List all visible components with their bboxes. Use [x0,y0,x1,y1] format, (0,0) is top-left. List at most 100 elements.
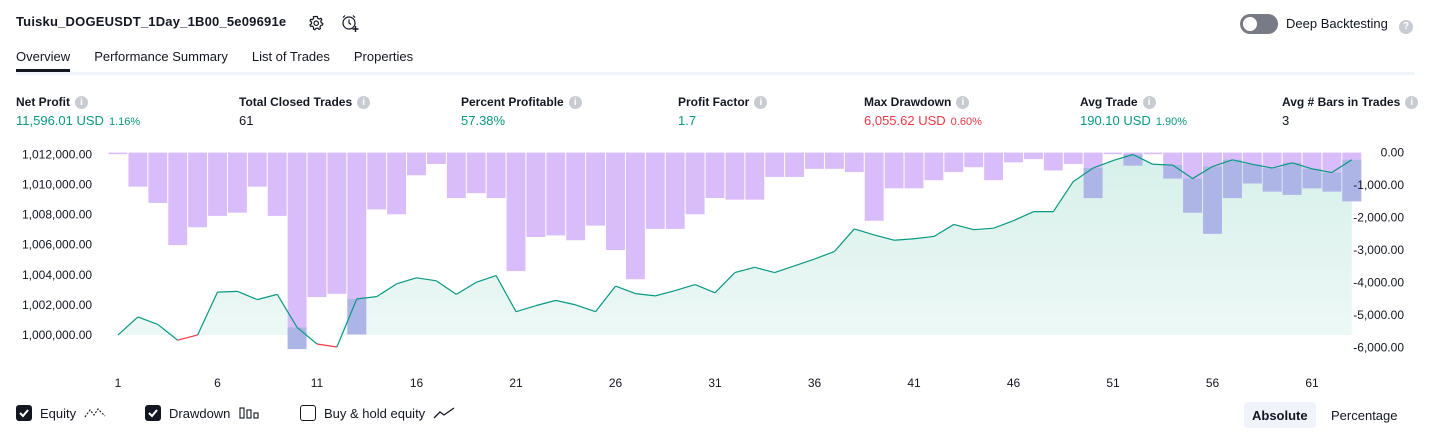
equity-line-segment [655,290,676,297]
drawdown-bar [705,152,725,199]
x-axis-tick-label: 11 [311,376,324,390]
metric-label: Percent Profitable [461,95,564,109]
drawdown-bars-icon [239,407,259,419]
drawdown-bar [625,152,645,280]
tab-performance-summary[interactable]: Performance Summary [94,49,228,64]
right-axis-tick-label: -2,000.00 [1353,211,1404,225]
equity-line-segment [257,293,278,301]
equity-line-segment [455,281,477,295]
equity-line-segment [854,228,875,236]
right-axis-tick-label: 0.00 [1381,146,1405,160]
drawdown-bar [227,152,247,213]
equity-line-segment [177,334,198,341]
x-axis-tick-label: 41 [907,376,921,390]
equity-line-segment [197,291,219,336]
drawdown-bar [466,152,486,194]
equity-line-segment [157,323,179,341]
drawdown-bar [327,152,347,294]
equity-line-segment [833,228,855,252]
x-axis-tick-label: 56 [1206,376,1220,390]
equity-line-segment [1212,159,1233,168]
drawdown-bar [1004,152,1023,163]
equity-line-segment [953,223,974,231]
drawdown-bar [387,152,407,215]
metric-net-profit: Net Profit i 11,596.01 USD 1.16% [16,95,140,128]
equity-line-segment [734,266,755,274]
x-axis-tick-label: 26 [609,376,623,390]
left-axis-tick-label: 1,008,000.00 [22,208,92,222]
percentage-scale-button[interactable]: Percentage [1331,407,1398,423]
tab-properties[interactable]: Properties [353,49,414,64]
metric-label: Net Profit [16,95,70,109]
left-axis-tick-label: 1,012,000.00 [22,148,92,162]
drawdown-bar-overlap [1163,165,1183,179]
drawdown-bar-overlap [1183,178,1203,213]
equity-line-segment [316,343,337,348]
info-icon[interactable]: i [956,95,970,109]
tab-overview[interactable]: Overview [16,49,71,72]
equity-line-segment [416,277,437,282]
drawdown-bar [407,152,426,176]
drawdown-bar [1063,152,1083,164]
drawdown-bar [665,152,685,229]
drawdown-bar [506,152,526,272]
equity-line-segment [754,266,775,274]
drawdown-bar [785,152,805,177]
info-icon[interactable]: i [1142,95,1156,109]
equity-line-segment [575,304,596,313]
metric-percent: 0.60% [950,116,982,128]
legend-buy-hold-equity[interactable]: Buy & hold equity [300,405,455,421]
legend-label: Drawdown [169,405,231,421]
right-axis-tick-label: -5,000.00 [1353,308,1404,322]
equity-line-segment [1013,211,1034,222]
metric-value: 57.38% [461,113,506,128]
info-icon[interactable]: i [1405,95,1419,109]
checkbox-checked-icon[interactable] [16,405,32,421]
equity-line-segment [476,274,497,283]
equity-line-segment [635,293,656,297]
metric-value: 6,055.62 USD [864,113,946,128]
drawdown-bar [108,152,128,155]
gear-icon[interactable] [306,13,326,33]
legend-drawdown[interactable]: Drawdown [145,405,260,421]
equity-line-segment [1072,167,1094,183]
info-icon[interactable]: i [75,95,88,109]
info-icon[interactable]: i [357,95,371,109]
metric-percent: 1.16% [108,116,141,128]
drawdown-bar [247,152,267,187]
tab-list-of-trades[interactable]: List of Trades [251,49,330,64]
equity-line-segment [436,280,457,295]
question-icon[interactable]: ? [1399,17,1413,34]
absolute-scale-button[interactable]: Absolute [1244,402,1316,428]
equity-line-segment [1232,159,1253,165]
equity-line-segment [117,316,139,336]
equity-line-segment [296,326,318,345]
equity-drawdown-chart[interactable]: 1,012,000.00 1,010,000.00 1,008,000.00 1,00… [0,138,1431,398]
equity-line-segment [1291,162,1313,170]
drawdown-bar [208,152,227,216]
checkbox-unchecked-icon[interactable] [300,405,316,421]
equity-line-segment [356,296,377,300]
drawdown-bar [844,152,864,173]
metric-value: 3 [1282,113,1290,128]
legend-equity[interactable]: Equity [16,405,106,421]
right-axis-tick-label: -6,000.00 [1353,340,1404,354]
checkbox-checked-icon[interactable] [145,405,161,421]
equity-line-segment [1052,181,1074,212]
toggle-knob [1243,17,1257,31]
equity-line-segment [495,275,517,312]
equity-line-segment [1172,164,1193,180]
alarm-clock-plus-icon[interactable] [340,13,360,33]
info-icon[interactable]: i [754,95,768,109]
left-axis-tick-label: 1,010,000.00 [22,178,92,192]
drawdown-bar [307,152,327,298]
deep-backtesting-toggle[interactable] [1240,14,1278,34]
equity-line-segment [555,299,576,306]
equity-line-segment [336,298,358,348]
equity-line-segment [276,294,298,328]
x-axis-tick-label: 46 [1007,376,1021,390]
right-axis-tick-label: -4,000.00 [1353,275,1404,289]
info-icon[interactable]: i [568,95,582,109]
equity-line-segment [794,258,815,267]
equity-line-segment [1192,166,1213,180]
